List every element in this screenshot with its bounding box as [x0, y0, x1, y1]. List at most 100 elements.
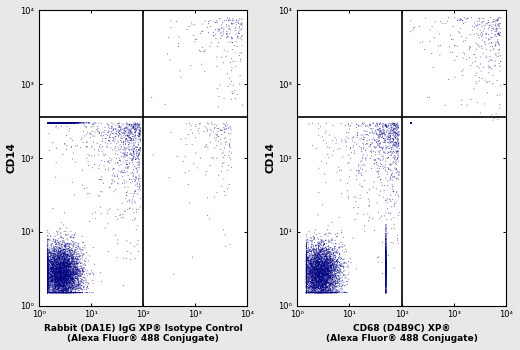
Point	[407, 120, 415, 126]
Point	[382, 273, 390, 279]
Point	[375, 121, 383, 127]
Point	[57, 120, 65, 126]
Point	[489, 73, 497, 78]
Point	[327, 257, 335, 263]
Point	[61, 256, 70, 262]
Point	[73, 290, 81, 295]
Point	[44, 290, 52, 295]
Point	[382, 272, 390, 277]
Point	[58, 281, 67, 287]
Point	[44, 247, 52, 253]
Point	[47, 120, 56, 126]
Point	[57, 120, 66, 126]
Point	[55, 268, 63, 273]
Point	[324, 275, 333, 281]
Point	[319, 274, 327, 280]
Point	[317, 278, 326, 284]
Point	[53, 271, 61, 277]
Point	[64, 275, 73, 281]
Point	[307, 245, 315, 251]
Point	[382, 252, 390, 257]
Point	[73, 254, 82, 259]
Point	[49, 288, 57, 294]
Point	[46, 259, 55, 265]
Point	[51, 271, 59, 276]
Point	[322, 280, 331, 286]
Point	[306, 269, 314, 275]
Point	[64, 120, 73, 126]
Point	[62, 264, 70, 269]
Point	[316, 283, 324, 289]
Point	[44, 120, 52, 126]
Point	[49, 254, 58, 260]
Point	[327, 290, 335, 295]
Point	[312, 283, 320, 289]
Point	[377, 130, 385, 135]
Point	[407, 120, 415, 126]
Point	[69, 120, 77, 126]
Point	[55, 255, 63, 260]
Point	[55, 120, 63, 126]
Point	[407, 120, 415, 126]
Point	[382, 276, 390, 282]
Point	[482, 31, 490, 37]
Point	[68, 274, 76, 280]
Point	[57, 269, 66, 275]
Point	[61, 290, 69, 295]
Point	[66, 275, 74, 281]
Point	[378, 162, 386, 167]
Point	[59, 261, 68, 266]
Point	[73, 252, 81, 257]
Point	[316, 278, 324, 284]
Point	[44, 251, 52, 257]
Point	[54, 289, 62, 295]
Point	[318, 250, 326, 256]
Point	[61, 264, 69, 270]
Point	[90, 133, 98, 139]
Point	[67, 120, 75, 126]
Point	[48, 273, 56, 278]
Point	[56, 281, 64, 287]
Point	[60, 288, 69, 293]
Point	[60, 266, 68, 272]
Point	[307, 256, 315, 262]
Point	[318, 256, 326, 261]
Point	[44, 290, 52, 295]
Point	[59, 120, 68, 126]
Point	[54, 253, 62, 259]
Point	[64, 264, 73, 269]
Point	[407, 120, 415, 126]
Point	[309, 275, 317, 281]
Point	[65, 120, 73, 126]
Point	[315, 282, 323, 288]
Point	[393, 170, 401, 176]
Point	[324, 272, 333, 278]
Point	[383, 145, 391, 150]
Point	[128, 218, 137, 223]
Point	[317, 276, 325, 282]
Point	[60, 263, 69, 268]
Point	[325, 264, 333, 269]
Point	[127, 126, 136, 131]
Point	[125, 197, 133, 203]
Point	[57, 278, 66, 284]
Point	[55, 120, 63, 126]
Point	[407, 120, 415, 126]
Point	[59, 287, 68, 292]
Point	[407, 120, 415, 126]
Point	[407, 120, 415, 126]
Point	[302, 257, 310, 262]
Point	[315, 240, 323, 246]
Point	[333, 276, 341, 282]
Point	[63, 258, 72, 264]
Point	[326, 268, 334, 274]
Point	[309, 261, 317, 267]
Point	[136, 121, 144, 126]
Point	[44, 120, 52, 126]
Point	[332, 284, 340, 289]
Point	[68, 238, 76, 243]
Point	[393, 156, 401, 162]
Point	[335, 251, 344, 256]
Point	[61, 268, 70, 273]
Point	[315, 239, 323, 245]
